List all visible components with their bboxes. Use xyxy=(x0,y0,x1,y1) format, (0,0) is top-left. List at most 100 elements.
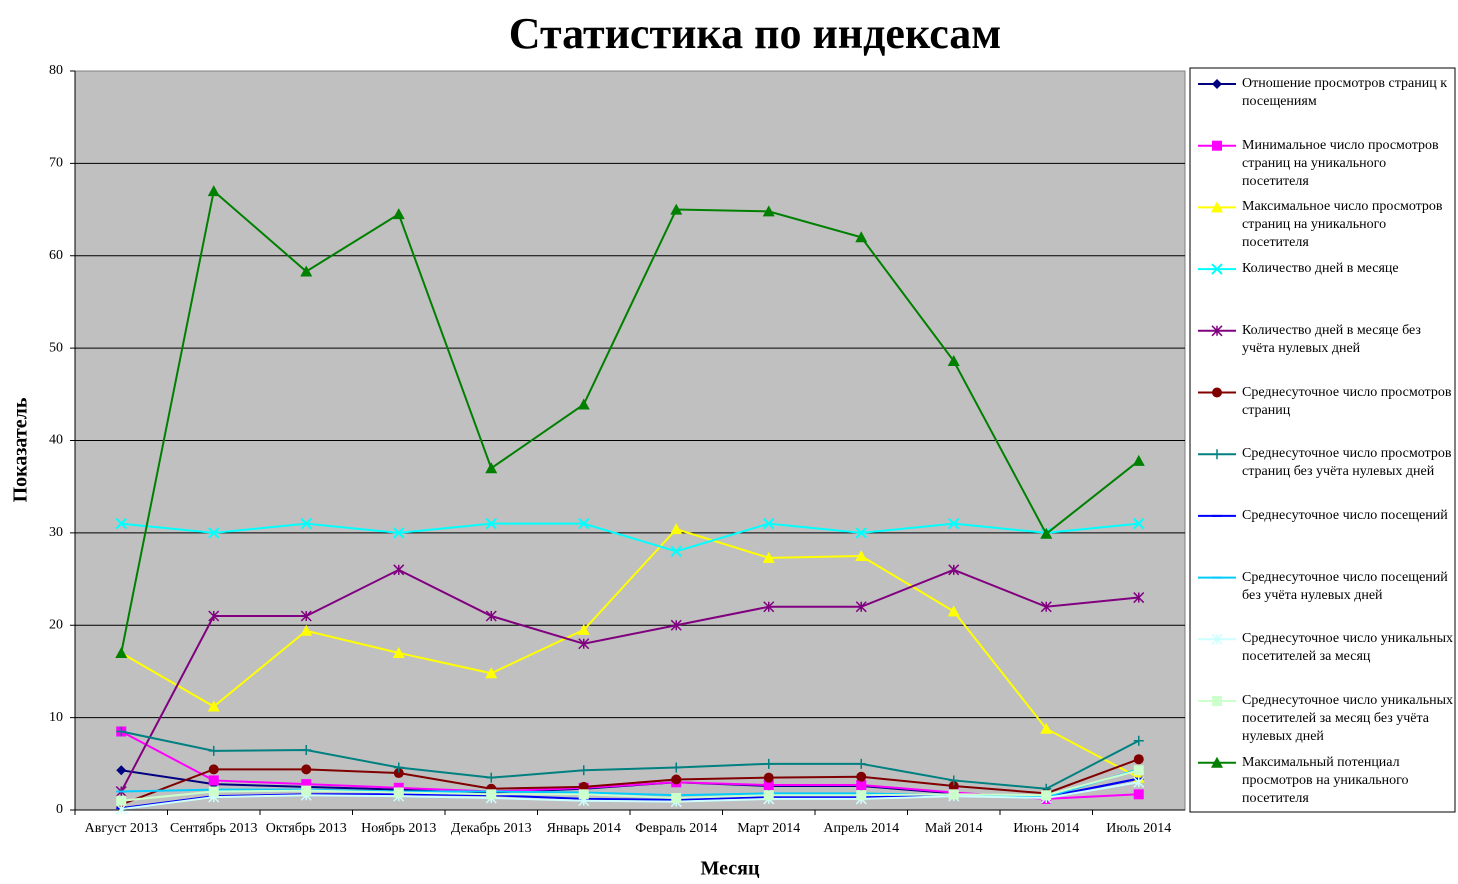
marker xyxy=(393,768,404,779)
marker xyxy=(1133,592,1145,604)
y-tick-label: 10 xyxy=(49,710,63,725)
series xyxy=(115,325,1223,798)
marker xyxy=(855,231,868,243)
marker xyxy=(1133,735,1144,746)
x-tick-label: Ноябрь 2013 xyxy=(361,821,437,836)
marker xyxy=(300,610,312,622)
marker xyxy=(301,785,312,796)
x-tick-label: Апрель 2014 xyxy=(823,821,900,836)
marker xyxy=(670,203,683,215)
marker xyxy=(578,789,589,800)
marker xyxy=(207,700,220,712)
marker xyxy=(207,185,220,197)
marker xyxy=(948,789,959,800)
x-tick-label: Июль 2014 xyxy=(1106,821,1172,836)
marker xyxy=(670,523,683,535)
y-tick-label: 70 xyxy=(49,156,63,171)
x-tick-label: Сентябрь 2013 xyxy=(169,821,258,836)
marker xyxy=(300,517,312,530)
marker xyxy=(762,205,775,217)
marker xyxy=(577,623,590,635)
marker xyxy=(300,624,313,636)
x-tick-label: Август 2013 xyxy=(84,821,158,836)
marker xyxy=(1133,789,1144,800)
legend-box xyxy=(1189,67,1456,813)
marker xyxy=(301,764,312,775)
marker xyxy=(763,780,774,791)
marker xyxy=(948,517,960,530)
legend-label: Количество дней в месяце xyxy=(1242,261,1399,277)
marker xyxy=(115,646,128,658)
marker xyxy=(208,764,219,775)
marker xyxy=(393,564,405,576)
marker xyxy=(116,795,127,806)
marker xyxy=(485,517,497,530)
legend-label: Среднесуточное число посещений xyxy=(1242,507,1448,523)
series-line xyxy=(121,522,1139,553)
marker xyxy=(763,772,774,783)
legend-label: Максимальное число просмотров страниц на… xyxy=(1242,199,1443,251)
x-tick-label: Май 2014 xyxy=(924,821,983,836)
series-line xyxy=(121,781,1139,811)
legend-label: Минимальное число просмотров страниц на … xyxy=(1242,137,1439,189)
marker xyxy=(393,762,404,773)
series-line xyxy=(121,769,1140,802)
marker xyxy=(392,208,405,220)
x-axis-label: Месяц xyxy=(701,858,760,880)
legend-label: Максимальный потенциал просмотров на уни… xyxy=(1242,754,1409,806)
x-tick-label: Февраль 2014 xyxy=(635,821,718,836)
chart-title: Статистика по индексам xyxy=(509,9,1002,58)
legend-label: Среднесуточное число просмотров страниц … xyxy=(1242,446,1452,480)
marker xyxy=(116,726,127,737)
series xyxy=(115,185,1223,768)
marker xyxy=(763,601,775,613)
legend-label: Среднесуточное число уникальных посетите… xyxy=(1242,693,1453,744)
y-tick-label: 80 xyxy=(49,63,63,78)
marker xyxy=(948,780,959,791)
marker xyxy=(485,610,497,622)
series-line xyxy=(121,730,1140,790)
marker xyxy=(670,619,682,631)
marker xyxy=(301,779,312,790)
marker xyxy=(116,765,127,776)
marker xyxy=(948,564,960,576)
series-line xyxy=(120,189,1140,654)
x-tick-label: Июнь 2014 xyxy=(1013,821,1080,836)
legend-label: Среднесуточное число просмотров страниц xyxy=(1242,384,1452,418)
marker xyxy=(392,646,405,658)
legend-label: Количество дней в месяце без учёта нулев… xyxy=(1242,322,1421,356)
marker xyxy=(393,527,405,539)
marker xyxy=(1133,754,1144,765)
marker xyxy=(948,775,959,786)
marker xyxy=(393,787,404,798)
y-tick-label: 0 xyxy=(56,802,63,817)
series xyxy=(116,449,1222,794)
marker xyxy=(1133,776,1145,788)
marker xyxy=(763,758,774,769)
marker xyxy=(1133,765,1144,776)
marker xyxy=(947,355,960,367)
marker xyxy=(1133,517,1145,530)
marker xyxy=(671,762,682,773)
marker xyxy=(577,398,590,410)
marker xyxy=(762,551,775,563)
series-line xyxy=(120,568,1139,792)
marker xyxy=(947,605,960,617)
marker xyxy=(115,517,127,530)
marker xyxy=(300,265,313,277)
marker xyxy=(1132,454,1145,466)
marker xyxy=(855,549,868,561)
marker xyxy=(670,545,682,558)
marker xyxy=(208,527,220,539)
marker xyxy=(485,462,498,474)
legend-label: Среднесуточное число посещений без учёта… xyxy=(1242,569,1448,603)
marker xyxy=(578,638,590,650)
marker xyxy=(578,517,590,530)
marker xyxy=(208,745,219,756)
marker xyxy=(855,527,867,539)
marker xyxy=(208,786,219,797)
x-tick-label: Март 2014 xyxy=(737,821,801,836)
marker xyxy=(486,789,497,800)
marker xyxy=(856,771,867,782)
